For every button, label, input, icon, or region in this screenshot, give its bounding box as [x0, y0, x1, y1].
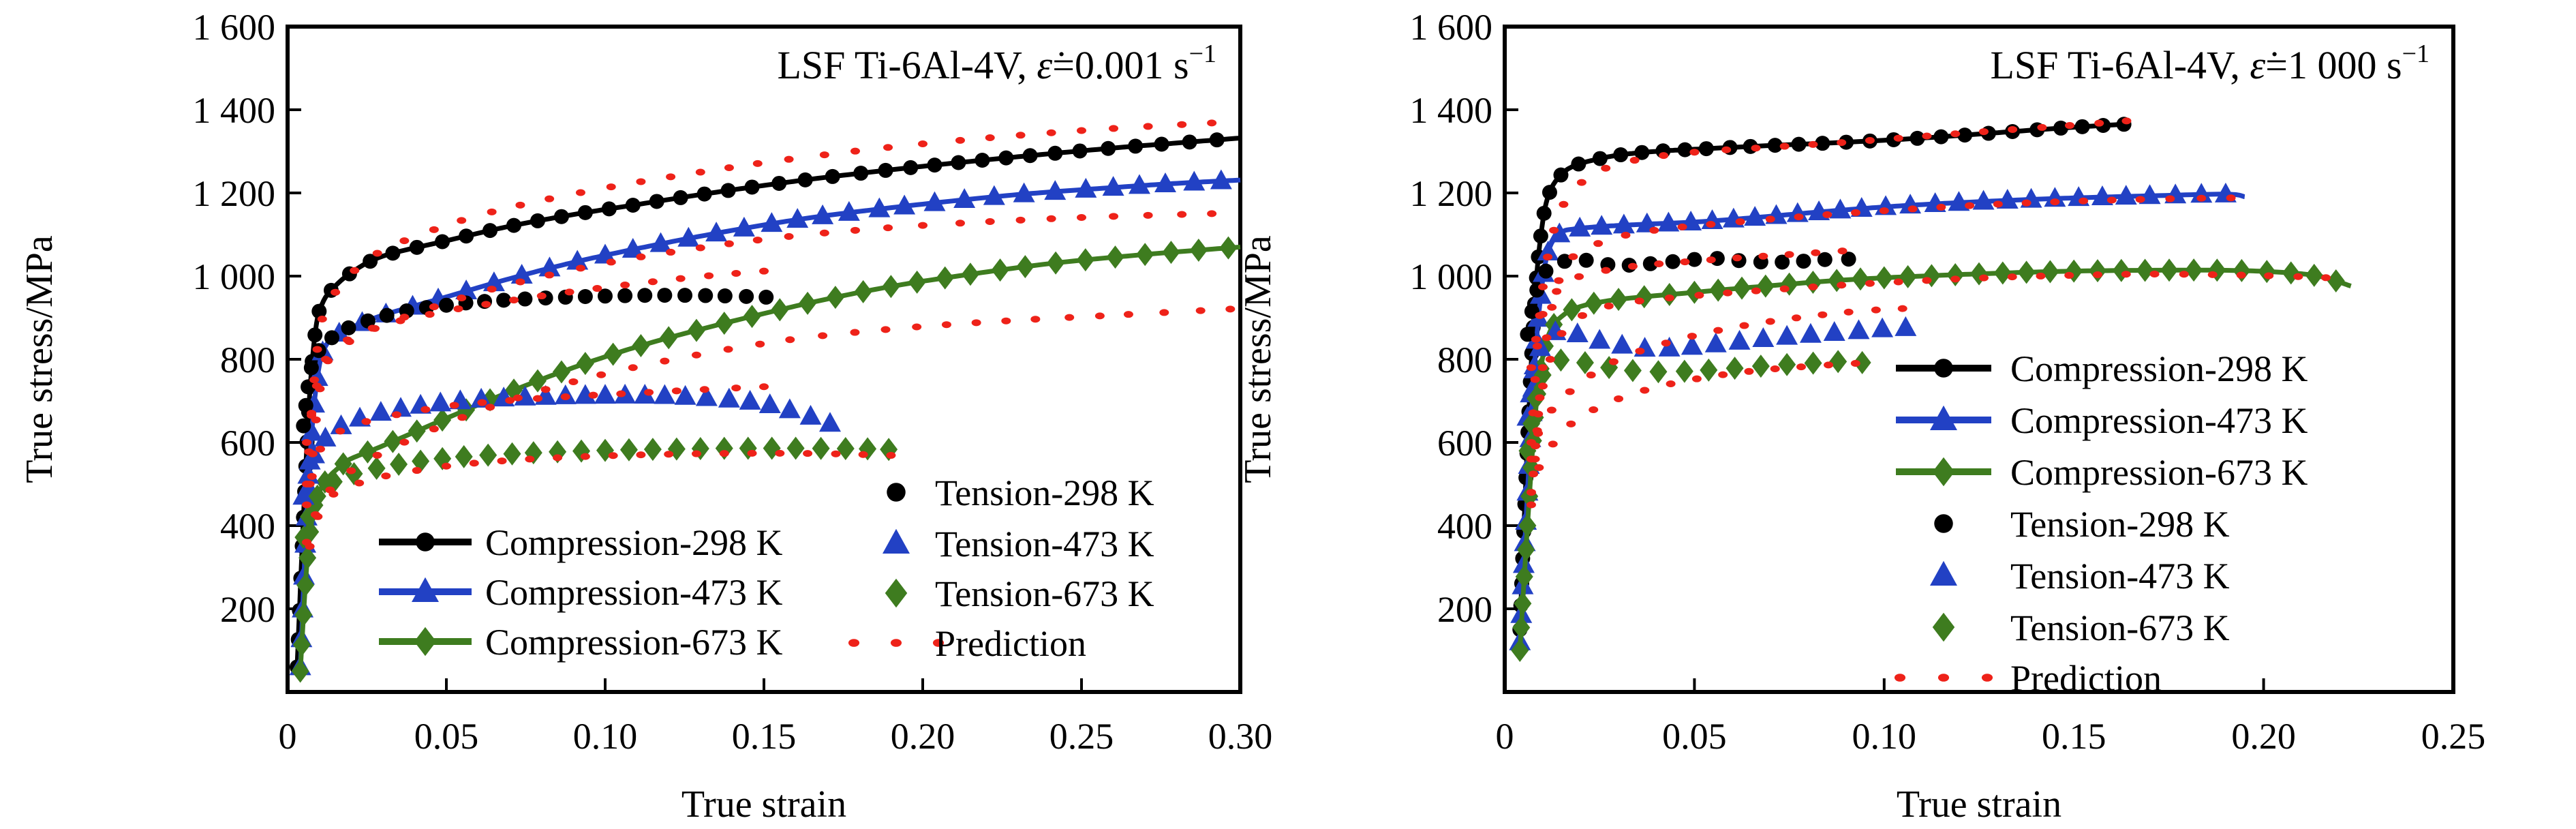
x-tick-label: 0.20	[2231, 716, 2296, 757]
y-tick-label: 1 400	[193, 90, 276, 131]
y-axis-title: True stress/MPa	[1237, 235, 1279, 483]
legend-entry-prediction: Prediction	[848, 623, 1086, 664]
legend-label: Tension-673 K	[935, 573, 1154, 614]
legend-entry-tension-298-k: Tension-298 K	[887, 472, 1154, 513]
legend-label: Compression-298 K	[485, 522, 782, 563]
chart-right: 0 0.05 0.10 0.15 0.20 0.25 200 400 600 800 1 000 1 …	[1237, 7, 2485, 826]
legend-entry-tension-673-k: Tension-673 K	[1932, 607, 2230, 648]
legend-entry-tension-473-k: Tension-473 K	[883, 524, 1154, 564]
y-tick-label: 1 000	[1410, 256, 1493, 297]
legend-left: Compression-298 K Compression-473 K Compre…	[379, 472, 1154, 664]
y-tick-label: 1 600	[1410, 7, 1493, 48]
legend-label: Tension-298 K	[2010, 504, 2230, 545]
legend-entry-tension-473-k: Tension-473 K	[1930, 556, 2230, 597]
series-right-p_t673	[1526, 360, 1860, 496]
series-left-c673	[291, 236, 1241, 683]
x-tick-label: 0.25	[2421, 716, 2486, 757]
y-tick-label: 400	[220, 506, 275, 547]
legend-label: Tension-473 K	[935, 524, 1154, 564]
chart-title: LSF Ti-6Al-4V, ε̇=1 000 s−1	[1990, 40, 2429, 87]
y-tick-label: 800	[220, 340, 275, 380]
series-right-t673	[1518, 348, 1871, 463]
x-tick-label: 0.20	[891, 716, 955, 757]
x-tick-label: 0.30	[1208, 716, 1273, 757]
chart-title: LSF Ti-6Al-4V, ε̇=0.001 s−1	[777, 40, 1216, 87]
y-tick-label: 1 000	[193, 256, 276, 297]
x-tick-label: 0	[1496, 716, 1514, 757]
y-tick-label: 1 200	[193, 173, 276, 214]
y-tick-label: 200	[1437, 589, 1492, 630]
y-tick-label: 1 600	[193, 7, 276, 48]
x-axis-title: True strain	[1897, 783, 2061, 826]
x-tick-label: 0.10	[573, 716, 638, 757]
series-left-p_c298	[301, 119, 1217, 487]
legend-label: Tension-673 K	[2010, 607, 2230, 648]
legend-entry-compression-473-k: Compression-473 K	[379, 572, 782, 613]
series-left-p_c673	[305, 305, 1236, 550]
legend-label: Prediction	[935, 623, 1086, 664]
legend-label: Compression-473 K	[485, 572, 782, 613]
series-right-p_t298	[1526, 247, 1847, 372]
legend-label: Tension-473 K	[2010, 556, 2230, 597]
series-right-t298	[1520, 251, 1856, 342]
legend-entry-tension-673-k: Tension-673 K	[885, 573, 1154, 614]
legend-label: Prediction	[2010, 658, 2162, 699]
legend-entry-compression-298-k: Compression-298 K	[379, 522, 782, 563]
legend-entry-compression-673-k: Compression-673 K	[379, 622, 782, 663]
series-left-t298	[296, 288, 774, 434]
x-tick-label: 0.05	[414, 716, 479, 757]
y-tick-label: 200	[220, 589, 275, 630]
x-tick-label: 0.25	[1049, 716, 1114, 757]
plot-border	[1503, 25, 2455, 694]
x-tick-label: 0.15	[2042, 716, 2106, 757]
series-left-t473	[292, 383, 841, 505]
y-tick-label: 600	[1437, 423, 1492, 464]
series-right-t473	[1516, 316, 1917, 426]
legend-entry-prediction: Prediction	[1894, 658, 2162, 699]
legend-entry-compression-673-k: Compression-673 K	[1896, 452, 2307, 493]
series-right-p_t473	[1526, 305, 1907, 463]
legend-right: Compression-298 K Compression-473 K Compre…	[1894, 348, 2307, 699]
series-left-c298	[289, 132, 1241, 675]
series-left-c473	[289, 169, 1241, 676]
legend-label: Tension-298 K	[935, 472, 1154, 513]
x-tick-label: 0.10	[1852, 716, 1917, 757]
y-tick-label: 400	[1437, 506, 1492, 547]
series-right-p_c673	[1526, 270, 2331, 509]
y-tick-label: 1 400	[1410, 90, 1493, 131]
series-right-p_c473	[1530, 194, 2236, 463]
series-left-p_t473	[301, 383, 769, 509]
legend-label: Compression-473 K	[2010, 400, 2307, 441]
legend-label: Compression-673 K	[2010, 452, 2307, 493]
x-axis-title: True strain	[681, 783, 846, 826]
legend-entry-tension-298-k: Tension-298 K	[1934, 504, 2230, 545]
y-axis-title: True stress/MPa	[18, 235, 61, 483]
series-left-p_t298	[301, 267, 769, 446]
legend-label: Compression-673 K	[485, 622, 782, 663]
series-right-c673	[1511, 258, 2352, 662]
legend-label: Compression-298 K	[2010, 348, 2307, 389]
x-tick-label: 0	[279, 716, 297, 757]
series-left-p_t673	[301, 449, 896, 546]
y-tick-label: 800	[1437, 340, 1492, 380]
legend-entry-compression-473-k: Compression-473 K	[1896, 400, 2307, 441]
x-tick-label: 0.15	[732, 716, 797, 757]
y-tick-label: 600	[220, 423, 275, 464]
x-tick-label: 0.05	[1662, 716, 1727, 757]
y-tick-label: 1 200	[1410, 173, 1493, 214]
series-right-p_c298	[1526, 117, 2132, 446]
legend-entry-compression-298-k: Compression-298 K	[1896, 348, 2307, 389]
chart-left: 0 0.05 0.10 0.15 0.20 0.25 0.30 200 400 600 800 1 0…	[18, 7, 1272, 826]
series-left-p_c473	[305, 210, 1217, 487]
